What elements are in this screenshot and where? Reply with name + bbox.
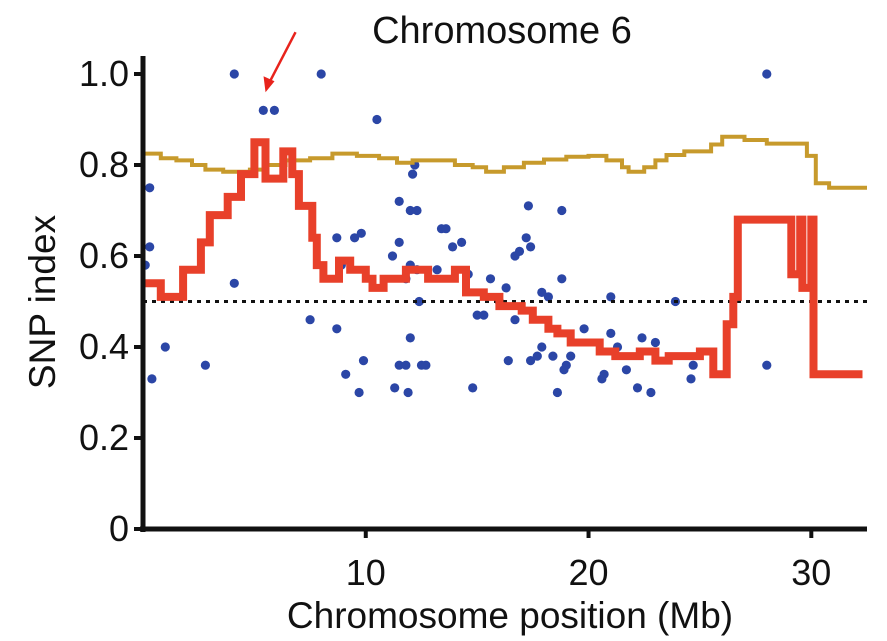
y-tick-label-2: 0.4 — [79, 326, 129, 367]
snp-point-16 — [350, 233, 360, 243]
snp-point-6 — [229, 69, 239, 79]
snp-point-32 — [408, 169, 418, 179]
y-axis-label: SNP index — [22, 214, 63, 389]
snp-point-24 — [394, 360, 404, 370]
snp-point-17 — [356, 228, 366, 238]
snp-point-69 — [566, 351, 576, 361]
snp-point-54 — [514, 246, 525, 256]
snp-point-45 — [468, 383, 478, 393]
snp-point-61 — [537, 342, 547, 352]
snp-point-10 — [316, 69, 326, 79]
snp-point-22 — [394, 196, 404, 206]
snp-point-47 — [479, 310, 489, 320]
snp-point-21 — [387, 251, 398, 261]
snp-point-42 — [448, 242, 458, 252]
snp-point-59 — [532, 351, 542, 361]
arrow-head — [263, 76, 275, 93]
snp-point-23 — [394, 237, 404, 247]
snp-point-3 — [147, 374, 157, 384]
snp-point-68 — [561, 360, 571, 370]
snp-point-8 — [258, 105, 268, 115]
snp-point-77 — [632, 383, 643, 393]
snp-point-48 — [485, 274, 496, 284]
snp-point-25 — [390, 383, 400, 393]
x-tick-label-1: 20 — [569, 552, 609, 593]
snp-point-13 — [332, 324, 342, 334]
snp-point-58 — [526, 356, 536, 366]
snp-point-82 — [686, 374, 696, 384]
snp-point-84 — [762, 69, 772, 79]
y-tick-label-0: 0 — [109, 508, 129, 549]
chart-title: Chromosome 6 — [372, 10, 632, 52]
snp-point-78 — [637, 333, 647, 343]
snp-point-29 — [405, 205, 415, 216]
snp-point-18 — [354, 387, 364, 398]
snp-point-5 — [200, 360, 210, 370]
snp-point-34 — [412, 205, 422, 216]
x-axis-label: Chromosome position (Mb) — [287, 595, 733, 636]
snp-point-72 — [599, 369, 609, 379]
snp-point-28 — [403, 387, 413, 398]
snp-point-62 — [543, 292, 554, 302]
y-tick-label-1: 0.2 — [79, 417, 129, 458]
snp-point-80 — [650, 337, 661, 348]
snp-point-57 — [526, 242, 536, 252]
snp-point-11 — [305, 315, 315, 325]
series-line-2 — [143, 138, 863, 379]
snp-point-38 — [421, 360, 431, 370]
snp-point-79 — [646, 387, 656, 398]
snp-point-19 — [358, 356, 369, 366]
snp-point-73 — [606, 292, 616, 302]
arrow-shaft — [268, 31, 297, 83]
snp-point-53 — [510, 315, 520, 325]
snp-point-46 — [472, 310, 482, 320]
snp-point-50 — [501, 283, 511, 293]
snp-point-55 — [521, 233, 531, 243]
snp-point-9 — [269, 105, 279, 115]
x-tick-label-2: 30 — [791, 552, 831, 593]
snp-point-15 — [341, 369, 351, 379]
snp-point-66 — [557, 274, 567, 284]
snp-point-31 — [405, 333, 415, 343]
snp-point-64 — [552, 387, 563, 398]
snp-point-39 — [432, 265, 442, 275]
y-tick-label-3: 0.6 — [79, 235, 129, 276]
snp-point-27 — [401, 360, 411, 370]
snp-point-85 — [762, 360, 772, 370]
y-tick-label-5: 1.0 — [79, 53, 129, 94]
snp-point-20 — [372, 114, 382, 125]
snp-point-1 — [145, 183, 155, 193]
snp-point-37 — [414, 296, 424, 307]
snp-point-65 — [557, 205, 567, 216]
snp-point-56 — [523, 201, 534, 211]
snp-point-70 — [579, 324, 589, 334]
x-tick-label-0: 10 — [346, 552, 386, 593]
snp-point-41 — [441, 224, 451, 234]
snp-point-51 — [503, 356, 513, 366]
snp-point-2 — [145, 242, 155, 252]
y-tick-label-4: 0.8 — [79, 144, 129, 185]
snp-point-7 — [229, 278, 239, 288]
snp-point-60 — [537, 287, 547, 297]
snp-point-83 — [688, 360, 698, 370]
plot-area: 0 0.2 0.4 0.6 0.8 1.0 10 20 30 — [79, 31, 867, 593]
snp-point-76 — [621, 365, 632, 375]
snp-point-43 — [457, 237, 467, 247]
snp-point-74 — [606, 328, 616, 338]
snp-point-63 — [548, 351, 558, 361]
snp-point-12 — [332, 233, 342, 243]
snp-point-4 — [160, 342, 170, 352]
